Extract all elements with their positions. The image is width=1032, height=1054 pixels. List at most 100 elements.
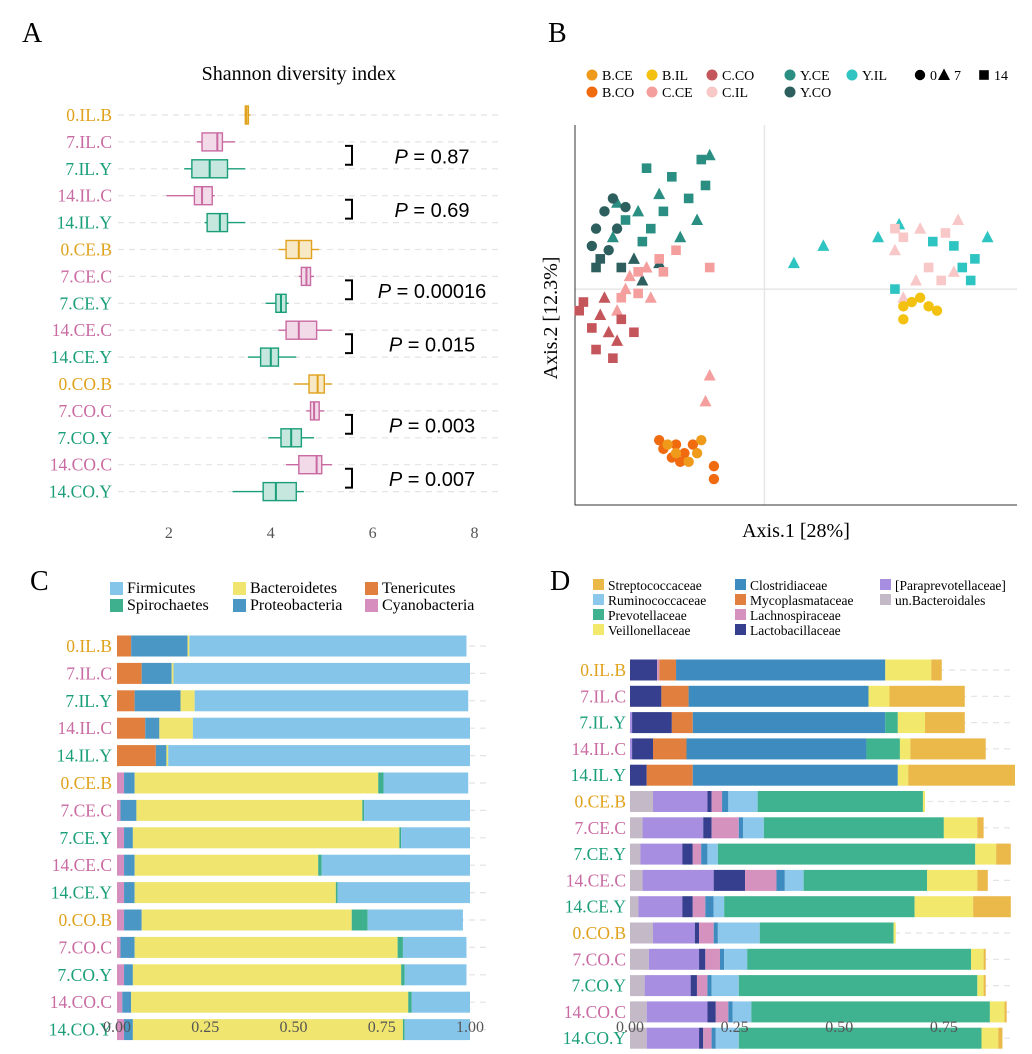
data-point (632, 204, 645, 217)
data-point (679, 447, 690, 459)
bar-segment (646, 1027, 700, 1049)
data-point (890, 223, 900, 234)
x-tick-label: 0.25 (721, 1019, 749, 1036)
category-label: 14.CE.C (566, 870, 626, 890)
bar-segment (914, 896, 974, 918)
bar-segment (897, 764, 909, 786)
data-point (591, 262, 601, 273)
data-point (599, 206, 610, 217)
bar-segment (124, 772, 135, 794)
legend-swatch (646, 69, 658, 81)
data-point (640, 261, 653, 273)
bar-segment (117, 745, 156, 767)
data-point (658, 267, 669, 277)
category-label: 7.CE.Y (60, 828, 113, 848)
bar-segment (630, 975, 645, 997)
category-label: 14.CE.C (52, 855, 112, 875)
category-label: 7.IL.C (66, 132, 112, 152)
bar-segment (134, 772, 379, 794)
data-point (981, 230, 994, 243)
legend-swatch (586, 69, 598, 81)
data-point (683, 456, 694, 468)
bar-segment (132, 1019, 403, 1041)
legend-label: Veillonellaceae (608, 623, 690, 638)
shape-legend-label: 0 (930, 69, 937, 84)
bar-segment (659, 659, 677, 681)
bar-segment (653, 738, 687, 760)
bar-segment (117, 854, 125, 876)
bar-segment (696, 975, 708, 997)
data-point (620, 215, 631, 225)
box (206, 212, 229, 233)
bar-segment (337, 882, 470, 904)
box (259, 347, 280, 367)
bar-segment (724, 948, 748, 970)
category-label: 14.CO.C (50, 992, 112, 1012)
bar-segment (351, 909, 368, 931)
bar-segment (117, 662, 142, 684)
x-tick-label: 0.50 (825, 1019, 853, 1036)
legend-label: Lachnospiraceae (750, 608, 841, 623)
bar-segment (632, 738, 654, 760)
bar-segment (638, 896, 683, 918)
legend-swatch (233, 582, 246, 595)
data-point (627, 252, 640, 264)
data-point (591, 344, 601, 355)
category-label: 14.IL.Y (57, 213, 113, 233)
bar-segment (692, 712, 886, 734)
data-point (637, 236, 648, 247)
bar-segment (630, 896, 639, 918)
category-label: 14.CO.Y (49, 482, 113, 502)
bar-segment (632, 712, 672, 734)
bar-segment (699, 922, 714, 944)
legend-label: Proteobacteria (250, 597, 342, 614)
bar-segment (713, 869, 746, 891)
category-label: 7.IL.C (66, 663, 112, 683)
data-point (696, 435, 707, 446)
data-point (970, 254, 980, 264)
bar-segment (676, 659, 886, 681)
category-label: 14.IL.C (572, 739, 626, 759)
data-point (703, 368, 716, 381)
box (262, 481, 297, 502)
bar-segment (173, 662, 471, 684)
data-point (598, 291, 611, 303)
bar-segment (642, 817, 704, 839)
bar-segment (671, 712, 693, 734)
bar-segment (124, 827, 133, 849)
bar-segment (124, 1019, 133, 1041)
category-label: 0.CE.B (574, 792, 626, 812)
x-tick-label: 2 (165, 525, 173, 542)
bar-segment (711, 791, 723, 812)
bar-segment (977, 817, 984, 839)
legend-label: Clostridiaceae (750, 578, 827, 593)
category-label: 0.CE.B (60, 773, 112, 793)
significance-bracket (345, 279, 353, 301)
bar-segment (977, 869, 988, 891)
category-label: 0.IL.B (66, 636, 112, 656)
data-point (928, 236, 938, 247)
data-point (897, 291, 910, 303)
significance-bracket (345, 144, 353, 166)
data-point (619, 282, 632, 295)
legend-label: Firmicutes (127, 580, 195, 597)
data-point (931, 305, 943, 316)
bar-segment (194, 690, 469, 712)
legend-swatch (880, 579, 891, 590)
data-point (674, 230, 687, 243)
category-label: 14.CE.Y (51, 883, 113, 903)
bar-segment (117, 717, 146, 739)
bar-segment (682, 843, 693, 865)
legend-label: B.CE (602, 69, 633, 84)
shape-legend-symbol (979, 70, 989, 80)
box (201, 132, 224, 152)
bar-segment (364, 799, 470, 821)
legend-swatch (735, 594, 746, 605)
p-value-label: P = 0.87 (394, 146, 469, 168)
bar-segment (187, 635, 190, 657)
data-point (691, 213, 704, 225)
bar-segment (321, 854, 470, 876)
bar-segment (335, 882, 338, 904)
bar-segment (122, 991, 132, 1013)
bar-segment (738, 1027, 982, 1049)
